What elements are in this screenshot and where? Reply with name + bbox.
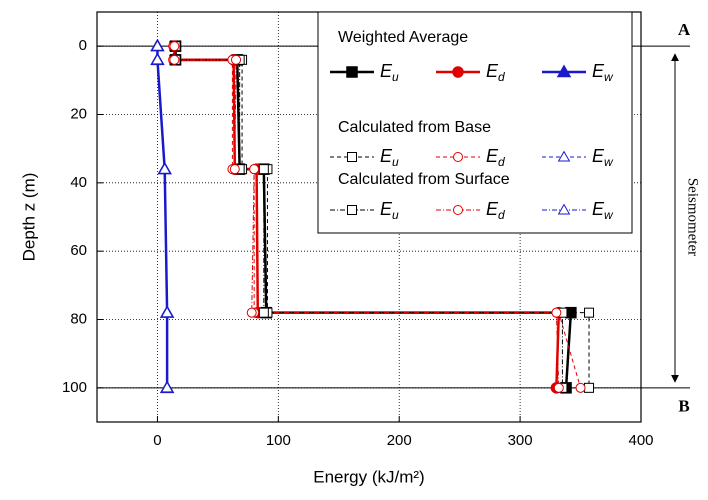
x-axis-title: Energy (kJ/m²) <box>313 467 424 486</box>
marker <box>246 307 257 318</box>
marker <box>557 150 571 162</box>
y-tick-label: 60 <box>70 242 87 259</box>
marker <box>453 205 463 215</box>
marker <box>557 203 571 215</box>
marker <box>169 41 180 52</box>
legend-label: Eu <box>380 61 399 84</box>
marker <box>452 66 464 78</box>
x-tick-label: 200 <box>387 432 412 449</box>
legend-group-title: Weighted Average <box>338 29 468 46</box>
marker <box>231 54 242 65</box>
marker <box>584 307 595 318</box>
y-tick-label: 40 <box>70 174 87 191</box>
legend-group-title: Calculated from Surface <box>338 171 510 188</box>
marker <box>453 152 463 162</box>
legend: Weighted Average Eu Ed Ew Calculated from Ba… <box>317 11 633 234</box>
legend-label: Eu <box>380 199 399 222</box>
y-axis-title: Depth z (m) <box>19 173 38 262</box>
series-line <box>175 46 563 388</box>
x-tick-label: 400 <box>628 432 653 449</box>
legend-group-title: Calculated from Base <box>338 119 491 136</box>
marker <box>551 307 562 318</box>
marker <box>553 382 564 393</box>
legend-label: Ed <box>486 146 505 169</box>
legend-label: Ed <box>486 199 505 222</box>
marker <box>160 381 174 393</box>
marker <box>169 54 180 65</box>
marker <box>229 164 240 175</box>
y-tick-label: 20 <box>70 105 87 122</box>
y-tick-label: 0 <box>79 37 87 54</box>
marker <box>346 66 358 78</box>
marker <box>347 152 357 162</box>
marker <box>347 205 357 215</box>
marker <box>258 164 269 175</box>
y-tick-label: 80 <box>70 310 87 327</box>
marker <box>158 162 171 174</box>
legend-label: Ed <box>486 61 505 84</box>
marker <box>151 39 164 51</box>
marker <box>575 382 586 393</box>
legend-label: Ew <box>592 61 614 84</box>
annotation-label: B <box>678 397 689 416</box>
marker <box>249 164 260 175</box>
side-label: Seismometer <box>685 178 701 256</box>
legend-label: Ew <box>592 146 614 169</box>
x-tick-label: 0 <box>153 432 161 449</box>
annotation-label: A <box>678 20 691 39</box>
marker <box>556 64 572 78</box>
legend-box <box>317 11 633 234</box>
marker <box>584 382 595 393</box>
y-tick-label: 100 <box>62 379 87 396</box>
marker <box>258 307 269 318</box>
marker <box>160 306 174 318</box>
x-tick-label: 300 <box>508 432 533 449</box>
x-tick-label: 100 <box>266 432 291 449</box>
legend-label: Ew <box>592 199 614 222</box>
legend-label: Eu <box>380 146 399 169</box>
marker <box>151 53 164 65</box>
